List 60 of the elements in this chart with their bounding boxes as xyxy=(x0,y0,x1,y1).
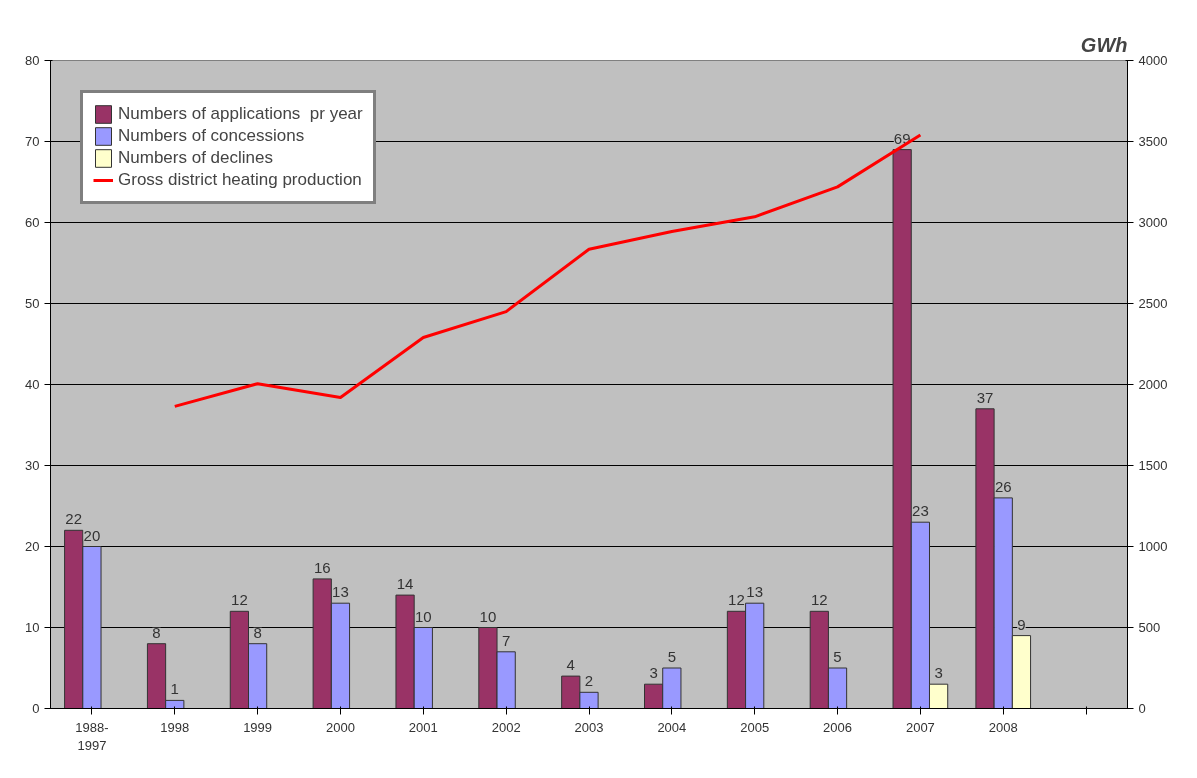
legend-label: Numbers of declines xyxy=(118,147,273,169)
x-tick-label: 2006 xyxy=(823,719,852,735)
data-label: 5 xyxy=(667,648,677,665)
y-tick-label: 80 xyxy=(25,53,40,68)
data-label: 23 xyxy=(912,502,929,520)
y-tick-label: 10 xyxy=(25,620,40,635)
data-label: 26 xyxy=(994,477,1012,495)
legend-label: Numbers of concessions xyxy=(118,125,305,147)
y2-tick-label: 3500 xyxy=(1138,134,1168,149)
data-label: 14 xyxy=(396,575,414,593)
data-label: 9 xyxy=(1017,615,1026,633)
data-label: 3 xyxy=(934,664,943,682)
y2-tick-label: 4000 xyxy=(1138,53,1168,68)
x-tick-label: 2005 xyxy=(740,719,770,735)
x-tick-label: 2002 xyxy=(491,719,521,735)
y-tick-label: 0 xyxy=(32,701,40,716)
data-label: 10 xyxy=(414,607,432,625)
y2-tick-label: 1000 xyxy=(1138,539,1168,554)
data-label: 10 xyxy=(479,607,497,625)
y2-tick-label: 2500 xyxy=(1138,296,1168,311)
x-tick-label: 2004 xyxy=(657,719,687,735)
data-label: 7 xyxy=(501,631,511,649)
data-label: 3 xyxy=(649,664,658,682)
data-label: 16 xyxy=(313,558,331,576)
y-tick-label: 70 xyxy=(25,134,40,149)
data-label: 5 xyxy=(833,648,842,665)
data-label: 12 xyxy=(810,591,828,609)
data-label: 13 xyxy=(332,583,349,601)
data-label: 13 xyxy=(746,583,764,601)
data-label: 4 xyxy=(566,656,575,674)
y2-tick-label: 500 xyxy=(1138,620,1161,635)
y2-tick-label: 1500 xyxy=(1138,458,1168,473)
data-label: 8 xyxy=(152,623,161,641)
y2-axis-title: GWh xyxy=(1080,33,1128,56)
y-tick-label: 40 xyxy=(25,377,40,392)
x-tick-label: 2000 xyxy=(326,719,355,735)
data-label: 37 xyxy=(976,388,994,406)
x-tick-label: 1999 xyxy=(243,719,273,735)
data-label: 20 xyxy=(83,526,101,544)
x-tick-label: 2003 xyxy=(574,719,604,735)
y-tick-label: 30 xyxy=(25,458,40,473)
data-label: 1 xyxy=(170,680,179,698)
x-tick-label: 1998 xyxy=(160,719,190,735)
y2-tick-label: 0 xyxy=(1138,701,1146,716)
x-tick-label: 2008 xyxy=(988,719,1018,735)
x-tick-label: 1988- 1997 xyxy=(75,719,109,753)
y-tick-label: 20 xyxy=(25,539,40,554)
y2-tick-label: 3000 xyxy=(1138,215,1168,230)
y2-tick-label: 2000 xyxy=(1138,377,1168,392)
data-label: 12 xyxy=(728,591,745,609)
y-tick-label: 60 xyxy=(25,215,40,230)
legend-label: Numbers of applications pr year xyxy=(118,103,363,125)
x-tick-label: 2001 xyxy=(408,719,438,735)
data-label: 12 xyxy=(231,591,248,609)
legend-label: Gross district heating production xyxy=(118,169,362,191)
y-tick-label: 50 xyxy=(25,296,40,311)
data-label: 22 xyxy=(65,510,83,528)
data-label: 2 xyxy=(584,672,594,690)
x-tick-label: 2007 xyxy=(905,719,935,735)
data-label: 8 xyxy=(253,623,262,641)
